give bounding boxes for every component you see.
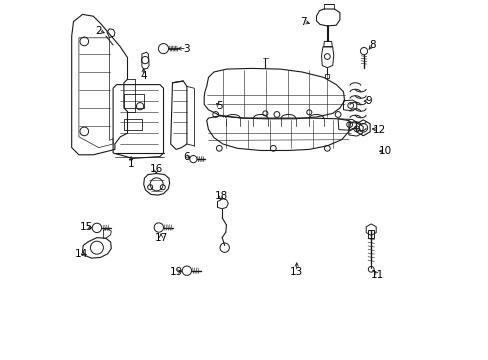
Text: 6: 6 <box>183 152 190 162</box>
Text: 2: 2 <box>95 26 102 36</box>
Text: 14: 14 <box>75 249 88 259</box>
Text: 12: 12 <box>372 125 386 135</box>
Text: 13: 13 <box>289 267 303 277</box>
Text: 18: 18 <box>214 191 227 201</box>
Text: 3: 3 <box>183 44 190 54</box>
Text: 19: 19 <box>169 267 183 277</box>
Text: 7: 7 <box>300 17 306 27</box>
Text: 5: 5 <box>216 101 222 111</box>
Text: 16: 16 <box>149 164 163 174</box>
Text: 8: 8 <box>368 40 375 50</box>
Text: 17: 17 <box>154 233 167 243</box>
Text: 1: 1 <box>127 159 134 169</box>
Text: 4: 4 <box>140 71 147 81</box>
Text: 10: 10 <box>378 146 391 156</box>
Text: 11: 11 <box>370 270 384 280</box>
Text: 15: 15 <box>80 222 93 232</box>
Text: 9: 9 <box>365 96 371 106</box>
